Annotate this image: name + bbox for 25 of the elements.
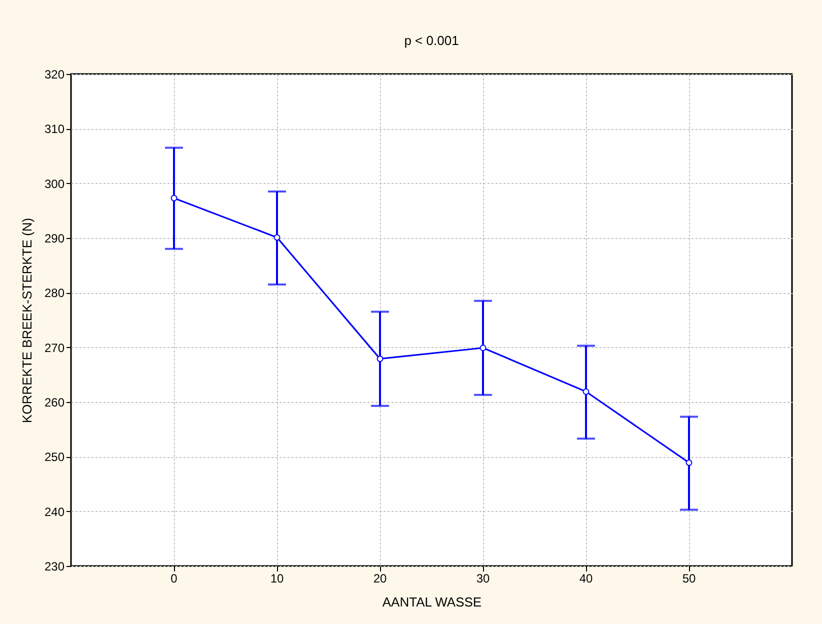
y-tick-label: 230 (44, 560, 65, 574)
y-tick-label: 260 (44, 396, 65, 410)
x-tick-label: 30 (476, 572, 490, 586)
x-tick-label: 50 (682, 572, 696, 586)
point (686, 459, 692, 466)
y-tick-label: 270 (44, 340, 65, 355)
point (274, 234, 280, 241)
chart-title: p < 0.001 (404, 33, 459, 48)
x-axis-title: AANTAL WASSE (382, 594, 482, 610)
y-tick-label: 290 (44, 232, 65, 246)
y-tick-label: 280 (44, 286, 65, 300)
y-tick-label: 310 (44, 122, 65, 136)
point (170, 194, 178, 202)
y-tick-label: 250 (44, 450, 65, 464)
y-axis-title: KORREKTE BREEK-STERKTE (N) (19, 218, 34, 424)
x-tick-label: 20 (373, 572, 387, 586)
x-tick-label: 40 (579, 572, 593, 586)
point (480, 344, 486, 352)
point (376, 356, 384, 362)
y-tick-label: 240 (44, 504, 65, 519)
point (582, 388, 590, 395)
x-tick-label: 10 (270, 572, 284, 586)
y-tick-label: 320 (44, 68, 65, 82)
x-tick-label: 0 (170, 572, 178, 586)
y-tick-label: 300 (44, 176, 65, 191)
